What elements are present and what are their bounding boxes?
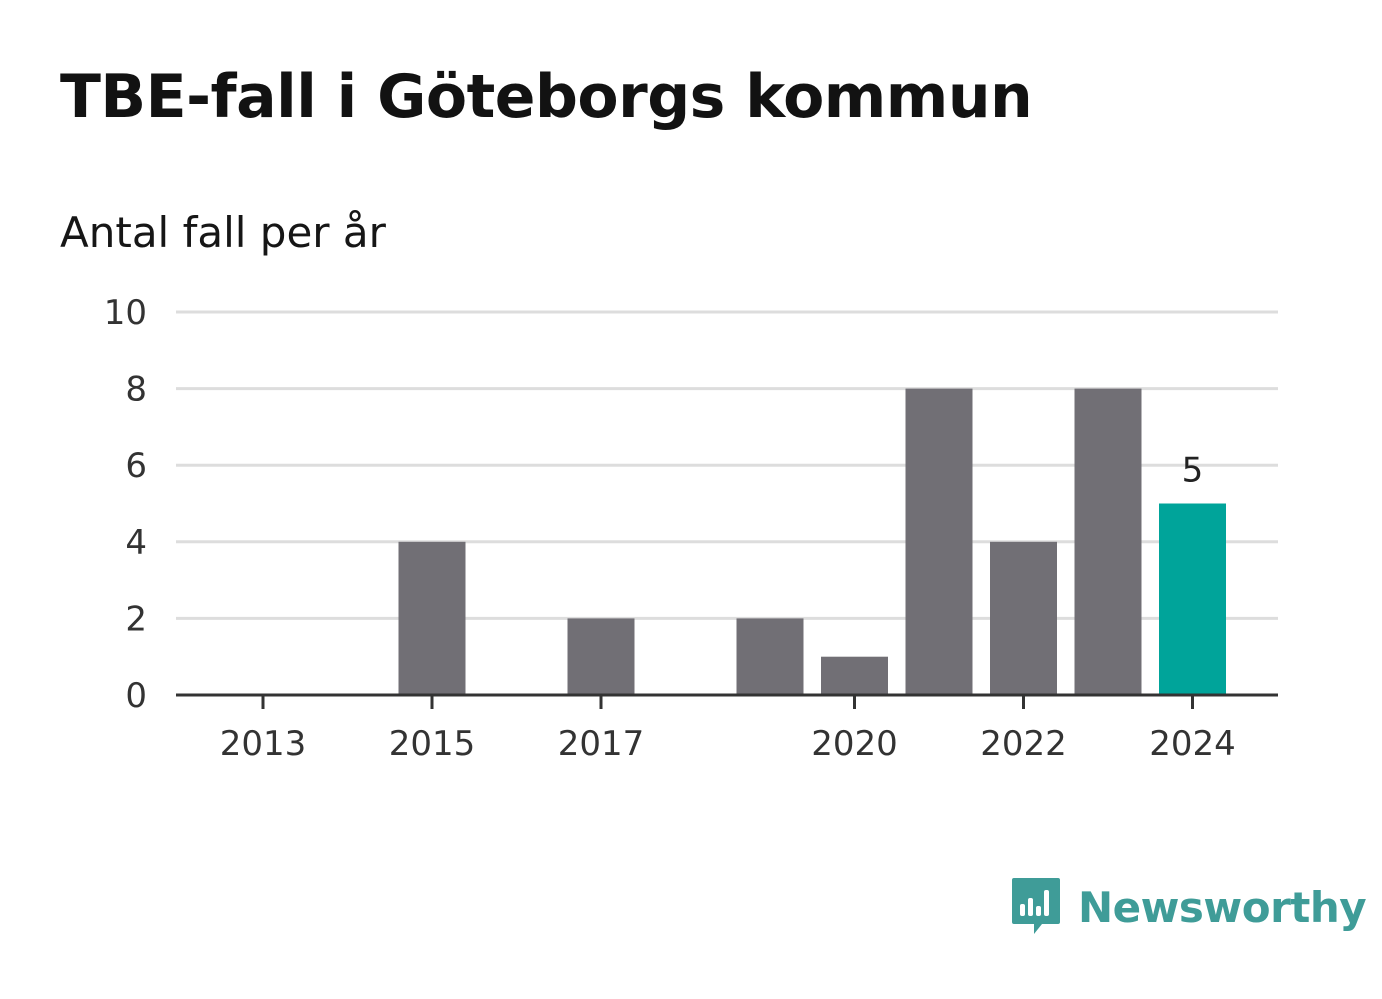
x-tick-label: 2022: [980, 724, 1067, 764]
bar: [398, 541, 466, 695]
y-tick-label: 6: [125, 446, 147, 486]
newsworthy-logo-icon: [1012, 878, 1060, 934]
y-tick-label: 8: [125, 370, 147, 410]
bar: [736, 618, 804, 695]
x-tick-label: 2015: [389, 724, 476, 764]
data-label: 5: [1182, 451, 1204, 491]
y-tick-label: 4: [125, 523, 147, 563]
y-tick-label: 2: [125, 599, 147, 639]
newsworthy-logo: Newsworthy: [1010, 876, 1367, 938]
y-tick-label: 10: [104, 293, 147, 333]
chart-title: TBE-fall i Göteborgs kommun: [60, 62, 1033, 132]
x-tick-label: 2017: [558, 724, 645, 764]
chart-subtitle: Antal fall per år: [60, 208, 386, 257]
x-tick-label: 2020: [811, 724, 898, 764]
bar: [1159, 503, 1226, 695]
x-tick-label: 2013: [220, 724, 307, 764]
bar: [821, 656, 888, 695]
newsworthy-logo-text: Newsworthy: [1078, 882, 1367, 932]
bar: [990, 541, 1057, 695]
bar: [1074, 388, 1142, 695]
bar: [567, 618, 635, 695]
x-tick-label: 2024: [1149, 724, 1236, 764]
bar: [905, 388, 973, 695]
y-tick-label: 0: [125, 676, 147, 716]
